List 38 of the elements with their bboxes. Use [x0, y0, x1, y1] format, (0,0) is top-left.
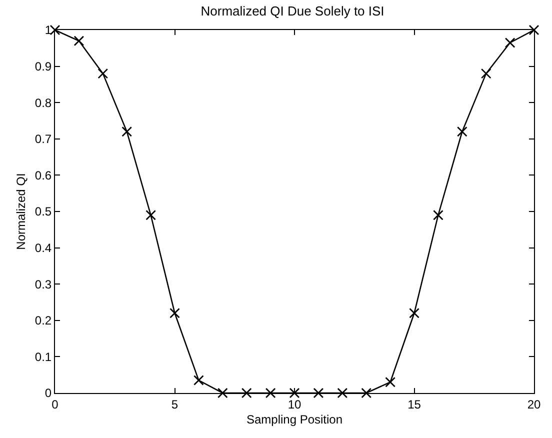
- chart-title: Normalized QI Due Solely to ISI: [200, 4, 384, 19]
- point: [170, 308, 180, 318]
- point: [194, 375, 204, 386]
- point: [265, 388, 276, 398]
- x-tick-label: 20: [527, 397, 541, 412]
- point: [241, 388, 252, 398]
- y-tick-label: 0.9: [34, 60, 52, 74]
- y-axis-title: Normalized QI: [14, 173, 28, 250]
- y-tick-label: 0.8: [34, 96, 52, 110]
- x-tick-label: 15: [408, 397, 422, 412]
- x-tick-label: 5: [171, 397, 178, 412]
- point: [361, 388, 372, 398]
- y-tick-label: 0.5: [34, 204, 52, 219]
- point: [122, 126, 132, 137]
- point: [480, 68, 492, 79]
- y-tick-label: 0.2: [34, 314, 52, 328]
- point: [74, 36, 84, 46]
- y-tick-label: 0: [44, 386, 52, 400]
- y-tick-label: 0.4: [34, 241, 52, 255]
- point: [385, 376, 396, 388]
- point: [313, 388, 324, 398]
- x-tick-label: 10: [288, 397, 302, 412]
- point: [528, 24, 540, 36]
- x-axis-title: Sampling Position: [246, 412, 343, 426]
- y-tick-label: 1: [44, 23, 52, 38]
- point: [98, 68, 108, 79]
- y-tick-label: 0.3: [34, 277, 52, 292]
- y-tick-label: 0.1: [34, 350, 52, 364]
- point: [289, 388, 300, 398]
- point: [409, 308, 420, 318]
- point: [504, 38, 516, 48]
- y-tick-label: 0.6: [34, 168, 52, 182]
- y-tick-label: 0.7: [34, 132, 52, 146]
- point: [217, 388, 228, 398]
- point: [433, 210, 444, 220]
- point: [146, 210, 156, 220]
- point: [456, 126, 468, 137]
- point: [337, 388, 348, 398]
